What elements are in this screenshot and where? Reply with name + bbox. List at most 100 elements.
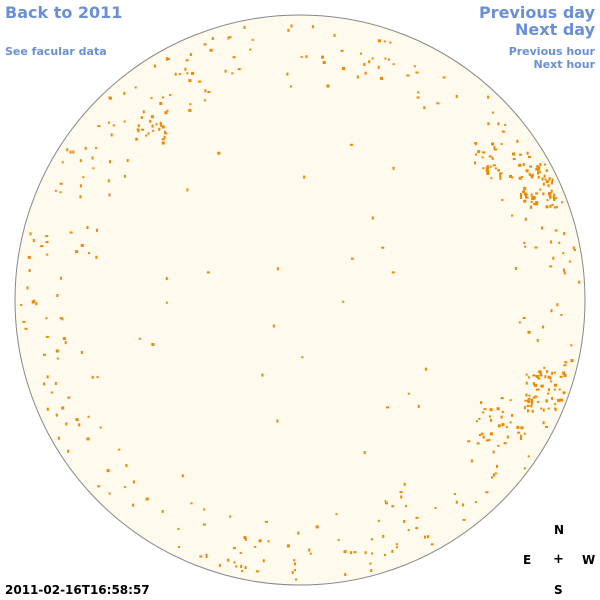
back-to-year-link[interactable]: Back to 2011 [5, 3, 123, 22]
facula-point [406, 74, 410, 77]
facula-point [424, 535, 426, 539]
facula-point [521, 176, 523, 178]
facula-point [534, 203, 538, 206]
previous-hour-link[interactable]: Previous hour [508, 45, 595, 58]
facula-point [533, 202, 536, 205]
solar-disk [14, 14, 586, 586]
facula-point [251, 38, 254, 41]
facula-point [43, 353, 46, 356]
facula-point [546, 370, 549, 374]
facula-point [543, 366, 546, 369]
facula-point [97, 485, 101, 488]
facula-point [501, 411, 504, 413]
facula-point [229, 36, 232, 39]
facula-point [305, 55, 308, 59]
facula-point [203, 43, 207, 46]
facula-point [65, 422, 68, 426]
facula-point [243, 536, 247, 540]
previous-day-link[interactable]: Previous day [478, 3, 595, 22]
facula-point [532, 374, 536, 377]
facula-point [54, 189, 57, 192]
facula-point [478, 417, 481, 420]
facula-point [211, 37, 214, 40]
facula-point [527, 376, 530, 379]
facula-point [349, 143, 353, 146]
facula-point [190, 502, 193, 505]
see-facular-data-link[interactable]: See facular data [5, 45, 107, 58]
facula-point [524, 192, 527, 195]
facula-point [140, 116, 143, 119]
facula-point [255, 570, 259, 573]
next-hour-link[interactable]: Next hour [533, 58, 596, 71]
facula-point [542, 182, 545, 186]
facula-point [462, 518, 466, 521]
facula-point [377, 519, 380, 522]
facula-point [400, 495, 403, 499]
facula-point [20, 304, 23, 306]
facula-point [413, 65, 416, 68]
facula-point [557, 398, 560, 402]
facula-point [322, 61, 326, 64]
facula-point [164, 132, 168, 135]
facula-point [525, 393, 528, 397]
facula-point [558, 388, 561, 391]
facula-point [500, 415, 503, 419]
facular-points [20, 24, 581, 581]
facula-point [395, 546, 398, 549]
facula-point [530, 193, 533, 197]
facula-point [551, 396, 554, 400]
facula-point [350, 257, 354, 260]
facula-point [534, 395, 538, 398]
facula-point [548, 177, 551, 181]
facula-point [46, 375, 49, 379]
facula-point [488, 438, 491, 441]
facula-point [134, 86, 137, 89]
facula-point [294, 569, 296, 572]
facula-point [492, 450, 495, 454]
facula-point [537, 377, 541, 380]
facula-point [174, 72, 177, 76]
facula-point [528, 155, 531, 158]
facula-point [364, 551, 367, 555]
facula-point [529, 165, 532, 168]
observation-timestamp: 2011-02-16T16:58:57 [5, 583, 150, 597]
compass-center: + [553, 552, 564, 567]
facula-point [403, 482, 406, 486]
facula-point [61, 406, 65, 410]
facula-point [407, 392, 410, 395]
facula-point [86, 437, 90, 441]
facula-point [492, 111, 494, 114]
facula-point [224, 69, 227, 73]
facula-point [59, 317, 62, 320]
facula-point [434, 507, 437, 509]
facula-point [217, 151, 221, 155]
facula-point [92, 167, 95, 170]
facula-point [501, 130, 505, 133]
facula-point [538, 166, 541, 169]
facula-point [233, 547, 236, 550]
facula-point [107, 179, 110, 183]
facula-point [293, 562, 296, 566]
facula-point [147, 132, 150, 135]
facula-point [33, 299, 36, 303]
facula-point [80, 350, 83, 354]
facula-point [64, 341, 67, 345]
facula-point [542, 421, 545, 425]
facula-point [370, 569, 373, 572]
facula-point [276, 267, 279, 271]
facula-point [165, 301, 168, 304]
facula-point [482, 151, 486, 154]
facula-point [45, 317, 48, 320]
facula-point [151, 343, 155, 346]
next-day-link[interactable]: Next day [515, 20, 595, 39]
facula-point [538, 171, 541, 174]
facula-point [540, 385, 543, 388]
facula-point [530, 404, 533, 408]
facula-point [79, 184, 82, 188]
facula-point [523, 186, 527, 190]
facula-point [360, 52, 362, 55]
facula-point [500, 143, 503, 145]
facula-point [27, 255, 31, 259]
facula-point [492, 164, 496, 167]
facula-point [179, 73, 181, 76]
